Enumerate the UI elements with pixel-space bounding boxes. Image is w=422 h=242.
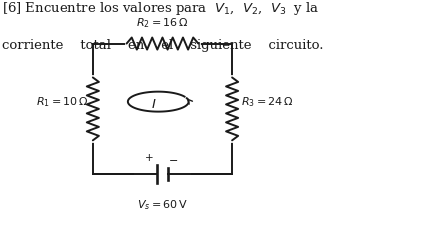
Text: $R_3 = 24\,\Omega$: $R_3 = 24\,\Omega$	[241, 95, 293, 109]
Text: corriente    total    en    el    siguiente    circuito.: corriente total en el siguiente circuito…	[2, 39, 324, 52]
Text: $R_2 = 16\,\Omega$: $R_2 = 16\,\Omega$	[136, 16, 189, 30]
Text: +: +	[145, 153, 154, 163]
Text: $R_1 = 10\,\Omega$: $R_1 = 10\,\Omega$	[36, 95, 89, 109]
Text: [6] Encuentre los valores para  $V_1$,  $V_2$,  $V_3$  y la: [6] Encuentre los valores para $V_1$, $V…	[2, 0, 319, 17]
Text: −: −	[169, 156, 178, 166]
Text: $V_s = 60\,\mathrm{V}$: $V_s = 60\,\mathrm{V}$	[137, 198, 188, 212]
Text: $I$: $I$	[151, 98, 157, 111]
